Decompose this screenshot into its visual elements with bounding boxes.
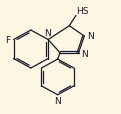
Text: F: F: [5, 36, 10, 45]
Text: N: N: [54, 96, 61, 105]
Text: N: N: [87, 32, 94, 41]
Text: HS: HS: [77, 7, 89, 16]
Text: N: N: [81, 49, 88, 58]
Text: N: N: [44, 28, 51, 37]
